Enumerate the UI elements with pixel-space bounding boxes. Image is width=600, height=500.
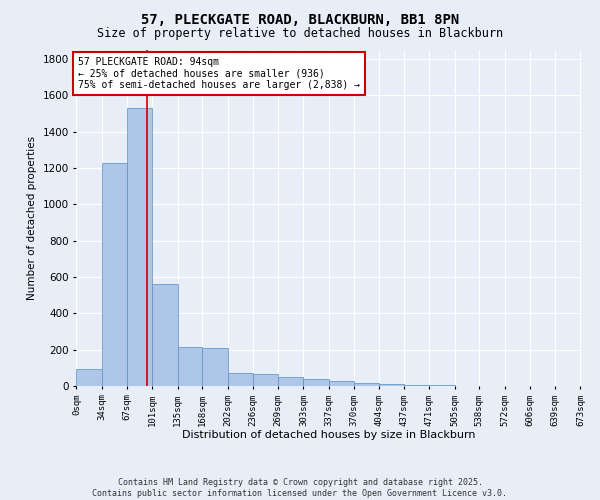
Bar — [152, 284, 178, 386]
Bar — [278, 377, 304, 386]
Bar — [304, 378, 329, 386]
Bar — [102, 162, 127, 386]
Text: Size of property relative to detached houses in Blackburn: Size of property relative to detached ho… — [97, 28, 503, 40]
Bar — [127, 108, 152, 386]
X-axis label: Distribution of detached houses by size in Blackburn: Distribution of detached houses by size … — [182, 430, 475, 440]
Bar — [253, 374, 278, 386]
Bar — [329, 382, 353, 386]
Text: 57 PLECKGATE ROAD: 94sqm
← 25% of detached houses are smaller (936)
75% of semi-: 57 PLECKGATE ROAD: 94sqm ← 25% of detach… — [78, 58, 360, 90]
Bar — [178, 347, 202, 386]
Bar — [202, 348, 228, 386]
Bar — [404, 385, 429, 386]
Text: Contains HM Land Registry data © Crown copyright and database right 2025.
Contai: Contains HM Land Registry data © Crown c… — [92, 478, 508, 498]
Bar — [353, 383, 379, 386]
Y-axis label: Number of detached properties: Number of detached properties — [27, 136, 37, 300]
Bar — [76, 368, 102, 386]
Bar — [228, 373, 253, 386]
Text: 57, PLECKGATE ROAD, BLACKBURN, BB1 8PN: 57, PLECKGATE ROAD, BLACKBURN, BB1 8PN — [141, 12, 459, 26]
Bar — [379, 384, 404, 386]
